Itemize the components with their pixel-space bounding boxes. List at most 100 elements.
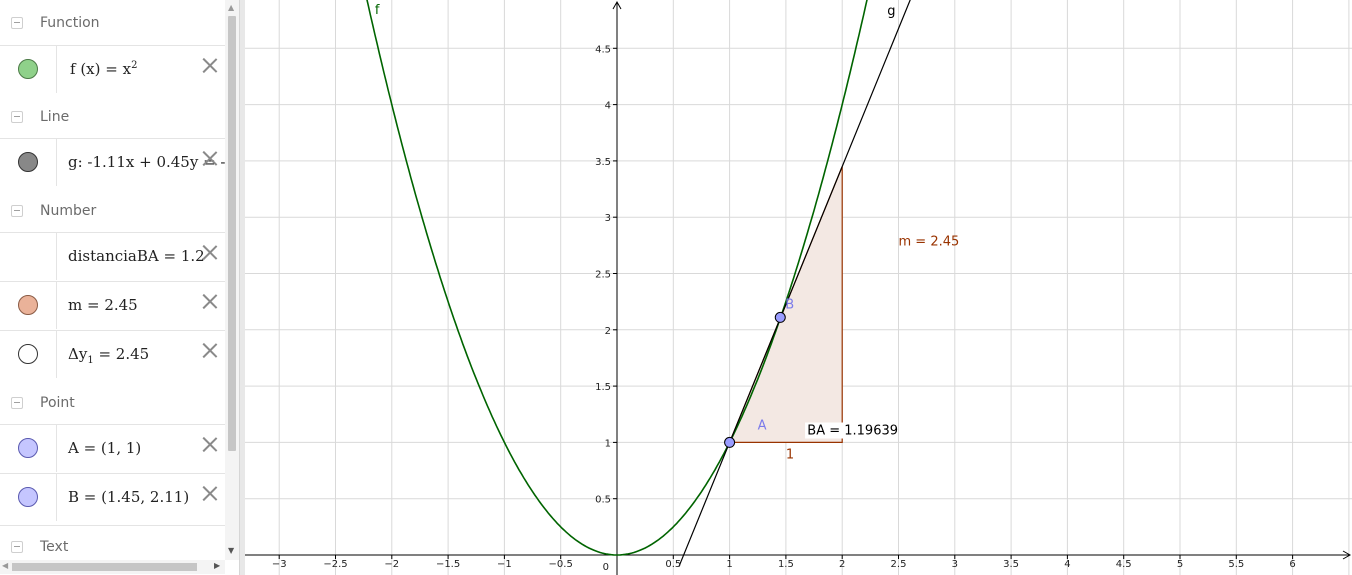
group-header-line[interactable]: Line — [0, 96, 225, 140]
x-tick-label: −1.5 — [436, 559, 460, 570]
delete-icon[interactable] — [201, 292, 219, 310]
origin-label: 0 — [603, 562, 609, 573]
y-tick-label: 2.5 — [595, 270, 611, 281]
algebra-item-text[interactable]: distanciaBA = 1.2 — [68, 247, 205, 265]
y-tick-label: 4 — [605, 101, 611, 112]
group-header-number[interactable]: Number — [0, 190, 225, 234]
slope-label: m = 2.45 — [899, 234, 960, 249]
y-axis-arrow-icon — [612, 0, 622, 10]
x-tick-label: 6 — [1289, 559, 1295, 570]
y-tick-label: 3 — [605, 213, 611, 224]
algebra-item-m[interactable]: m = 2.45 — [0, 281, 225, 329]
tangent-line-g[interactable] — [678, 0, 944, 567]
y-tick-label: 4.5 — [595, 44, 611, 55]
algebra-item-g[interactable]: g: -1.11x + 0.45y = -0 — [0, 138, 225, 186]
scroll-down-icon[interactable]: ▼ — [228, 546, 235, 555]
x-tick-label: −2 — [384, 559, 399, 570]
group-header-point[interactable]: Point — [0, 382, 225, 426]
x-tick-label: 3.5 — [1003, 559, 1019, 570]
collapse-toggle-icon[interactable] — [11, 205, 23, 217]
scrollbar-thumb[interactable] — [228, 16, 236, 451]
delete-icon[interactable] — [201, 341, 219, 359]
scroll-left-icon[interactable]: ◀ — [2, 561, 9, 570]
visibility-marker[interactable] — [0, 474, 57, 521]
algebra-item-f[interactable]: f (x) = x2 — [0, 45, 225, 93]
vertical-scrollbar[interactable]: ▲ ▼ — [225, 0, 239, 560]
algebra-item-text[interactable]: f (x) = x2 — [70, 60, 138, 78]
collapse-toggle-icon[interactable] — [11, 17, 23, 29]
x-tick-label: 1 — [726, 559, 732, 570]
delete-icon[interactable] — [201, 149, 219, 167]
x-tick-label: −3 — [272, 559, 287, 570]
g-label: g — [887, 4, 895, 19]
algebra-item-text[interactable]: g: -1.11x + 0.45y = -0 — [68, 153, 225, 171]
collapse-toggle-icon[interactable] — [11, 111, 23, 123]
visibility-dot-icon[interactable] — [18, 295, 38, 315]
x-tick-label: −0.5 — [549, 559, 573, 570]
collapse-toggle-icon[interactable] — [11, 541, 23, 553]
delete-icon[interactable] — [201, 243, 219, 261]
function-f-curve[interactable] — [364, 0, 868, 556]
visibility-marker[interactable] — [0, 282, 57, 329]
visibility-dot-icon[interactable] — [18, 152, 38, 172]
x-tick-label: 3 — [952, 559, 958, 570]
y-tick-label: 1 — [605, 438, 611, 449]
delete-icon[interactable] — [201, 56, 219, 74]
group-label: Function — [40, 15, 100, 31]
delete-icon[interactable] — [201, 484, 219, 502]
algebra-item-text[interactable]: m = 2.45 — [68, 296, 138, 314]
collapse-toggle-icon[interactable] — [11, 397, 23, 409]
grid — [245, 0, 1352, 575]
group-label: Point — [40, 395, 75, 411]
scroll-up-icon[interactable]: ▲ — [228, 3, 235, 12]
group-header-function[interactable]: Function — [0, 2, 225, 46]
x-axis-arrow-icon — [1342, 550, 1352, 560]
group-label: Line — [40, 109, 70, 125]
scroll-right-icon[interactable]: ▶ — [214, 561, 221, 570]
visibility-dot-icon[interactable] — [18, 344, 38, 364]
x-tick-label: 2.5 — [891, 559, 907, 570]
axis-tick-labels: −3 −2.5 −2 −1.5 −1 −0.5 0.5 1 1.5 2 2.5 3 3.5 4 4.5 5 5.… — [272, 44, 1296, 573]
axes — [245, 0, 1352, 575]
visibility-marker[interactable] — [0, 139, 57, 186]
run-label: 1 — [786, 447, 794, 462]
visibility-dot-icon[interactable] — [18, 438, 38, 458]
x-tick-label: 5.5 — [1228, 559, 1244, 570]
algebra-item-text[interactable]: A = (1, 1) — [68, 439, 142, 457]
x-tick-label: 0.5 — [665, 559, 681, 570]
x-tick-label: 1.5 — [778, 559, 794, 570]
distance-label: BA = 1.19639 — [807, 424, 898, 439]
y-tick-label: 1.5 — [595, 382, 611, 393]
algebra-item-text[interactable]: B = (1.45, 2.11) — [68, 488, 190, 506]
x-tick-label: 4 — [1064, 559, 1070, 570]
scrollbar-thumb[interactable] — [12, 563, 197, 571]
algebra-item-b[interactable]: B = (1.45, 2.11) — [0, 473, 225, 521]
f-label: f — [375, 3, 380, 18]
group-header-text[interactable]: Text — [0, 525, 225, 570]
delete-icon[interactable] — [201, 435, 219, 453]
algebra-item-delta-y[interactable]: Δy1 = 2.45 — [0, 330, 225, 378]
view-splitter[interactable] — [239, 0, 245, 575]
x-tick-label: 2 — [839, 559, 845, 570]
graphics-view[interactable]: −3 −2.5 −2 −1.5 −1 −0.5 0.5 1 1.5 2 2.5 3 3.5 4 4.5 5 5.… — [245, 0, 1352, 575]
y-tick-label: 3.5 — [595, 157, 611, 168]
x-tick-label: 4.5 — [1116, 559, 1132, 570]
visibility-dot-icon[interactable] — [18, 59, 38, 79]
y-tick-label: 2 — [605, 326, 611, 337]
algebra-item-distanciaba[interactable]: distanciaBA = 1.2 — [0, 232, 225, 280]
visibility-marker — [0, 233, 57, 280]
algebra-item-a[interactable]: A = (1, 1) — [0, 424, 225, 472]
point-b[interactable] — [774, 311, 786, 323]
algebra-item-text[interactable]: Δy1 = 2.45 — [68, 345, 150, 366]
x-tick-label: −1 — [497, 559, 512, 570]
visibility-marker[interactable] — [0, 425, 57, 472]
point-a-label: A — [758, 418, 767, 433]
visibility-marker[interactable] — [0, 331, 57, 378]
horizontal-scrollbar[interactable]: ◀ ▶ — [0, 560, 225, 574]
visibility-marker[interactable] — [0, 46, 57, 93]
point-a[interactable] — [724, 436, 736, 448]
y-tick-label: 0.5 — [595, 495, 611, 506]
point-b-label: B — [785, 297, 794, 312]
visibility-dot-icon[interactable] — [18, 487, 38, 507]
x-tick-label: 5 — [1177, 559, 1183, 570]
